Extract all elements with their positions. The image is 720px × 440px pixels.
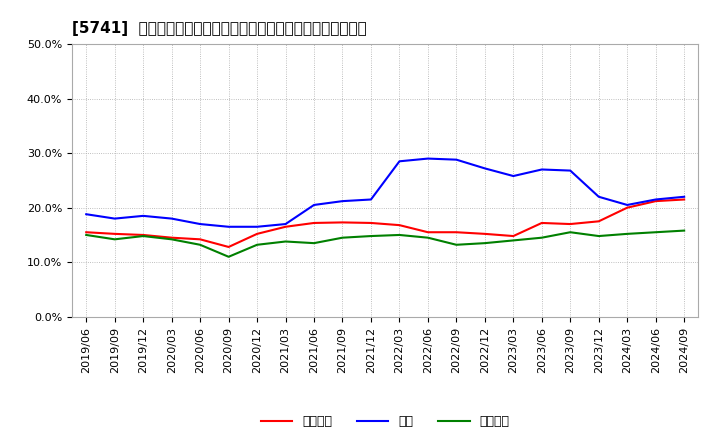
Line: 買入債務: 買入債務 [86, 231, 684, 257]
在庫 [225, 224, 233, 229]
Text: [5741]  売上債権、在庫、買入債務の総資産に対する比率の推移: [5741] 売上債権、在庫、買入債務の総資産に対する比率の推移 [72, 21, 366, 36]
在庫 [623, 202, 631, 208]
在庫 [310, 202, 318, 208]
在庫 [452, 157, 461, 162]
売上債権 [537, 220, 546, 226]
在庫 [566, 168, 575, 173]
売上債権 [253, 231, 261, 237]
在庫 [253, 224, 261, 229]
売上債権 [680, 197, 688, 202]
売上債権 [623, 205, 631, 210]
買入債務 [310, 241, 318, 246]
売上債権 [110, 231, 119, 237]
買入債務 [452, 242, 461, 247]
買入債務 [196, 242, 204, 247]
売上債権 [566, 221, 575, 227]
売上債権 [282, 224, 290, 229]
売上債権 [167, 235, 176, 240]
買入債務 [566, 230, 575, 235]
Legend: 売上債権, 在庫, 買入債務: 売上債権, 在庫, 買入債務 [256, 411, 515, 433]
買入債務 [253, 242, 261, 247]
在庫 [509, 173, 518, 179]
買入債務 [509, 238, 518, 243]
在庫 [282, 221, 290, 227]
在庫 [338, 198, 347, 204]
買入債務 [366, 233, 375, 238]
買入債務 [595, 233, 603, 238]
在庫 [480, 166, 489, 171]
買入債務 [423, 235, 432, 240]
売上債権 [366, 220, 375, 226]
売上債権 [509, 233, 518, 238]
買入債務 [225, 254, 233, 260]
買入債務 [652, 230, 660, 235]
在庫 [196, 221, 204, 227]
Line: 在庫: 在庫 [86, 158, 684, 227]
在庫 [366, 197, 375, 202]
売上債権 [395, 223, 404, 228]
在庫 [423, 156, 432, 161]
売上債権 [310, 220, 318, 226]
買入債務 [623, 231, 631, 237]
在庫 [652, 197, 660, 202]
売上債権 [595, 219, 603, 224]
買入債務 [480, 241, 489, 246]
在庫 [395, 159, 404, 164]
売上債権 [82, 230, 91, 235]
売上債権 [423, 230, 432, 235]
買入債務 [338, 235, 347, 240]
買入債務 [82, 232, 91, 238]
在庫 [167, 216, 176, 221]
在庫 [82, 212, 91, 217]
売上債権 [452, 230, 461, 235]
買入債務 [139, 233, 148, 238]
売上債権 [652, 198, 660, 204]
売上債権 [338, 220, 347, 225]
売上債権 [196, 237, 204, 242]
買入債務 [110, 237, 119, 242]
在庫 [680, 194, 688, 199]
買入債務 [395, 232, 404, 238]
Line: 売上債権: 売上債権 [86, 199, 684, 247]
在庫 [595, 194, 603, 199]
在庫 [139, 213, 148, 219]
売上債権 [480, 231, 489, 237]
買入債務 [537, 235, 546, 240]
買入債務 [282, 239, 290, 244]
買入債務 [167, 237, 176, 242]
在庫 [537, 167, 546, 172]
売上債権 [225, 244, 233, 249]
在庫 [110, 216, 119, 221]
買入債務 [680, 228, 688, 233]
売上債権 [139, 232, 148, 238]
